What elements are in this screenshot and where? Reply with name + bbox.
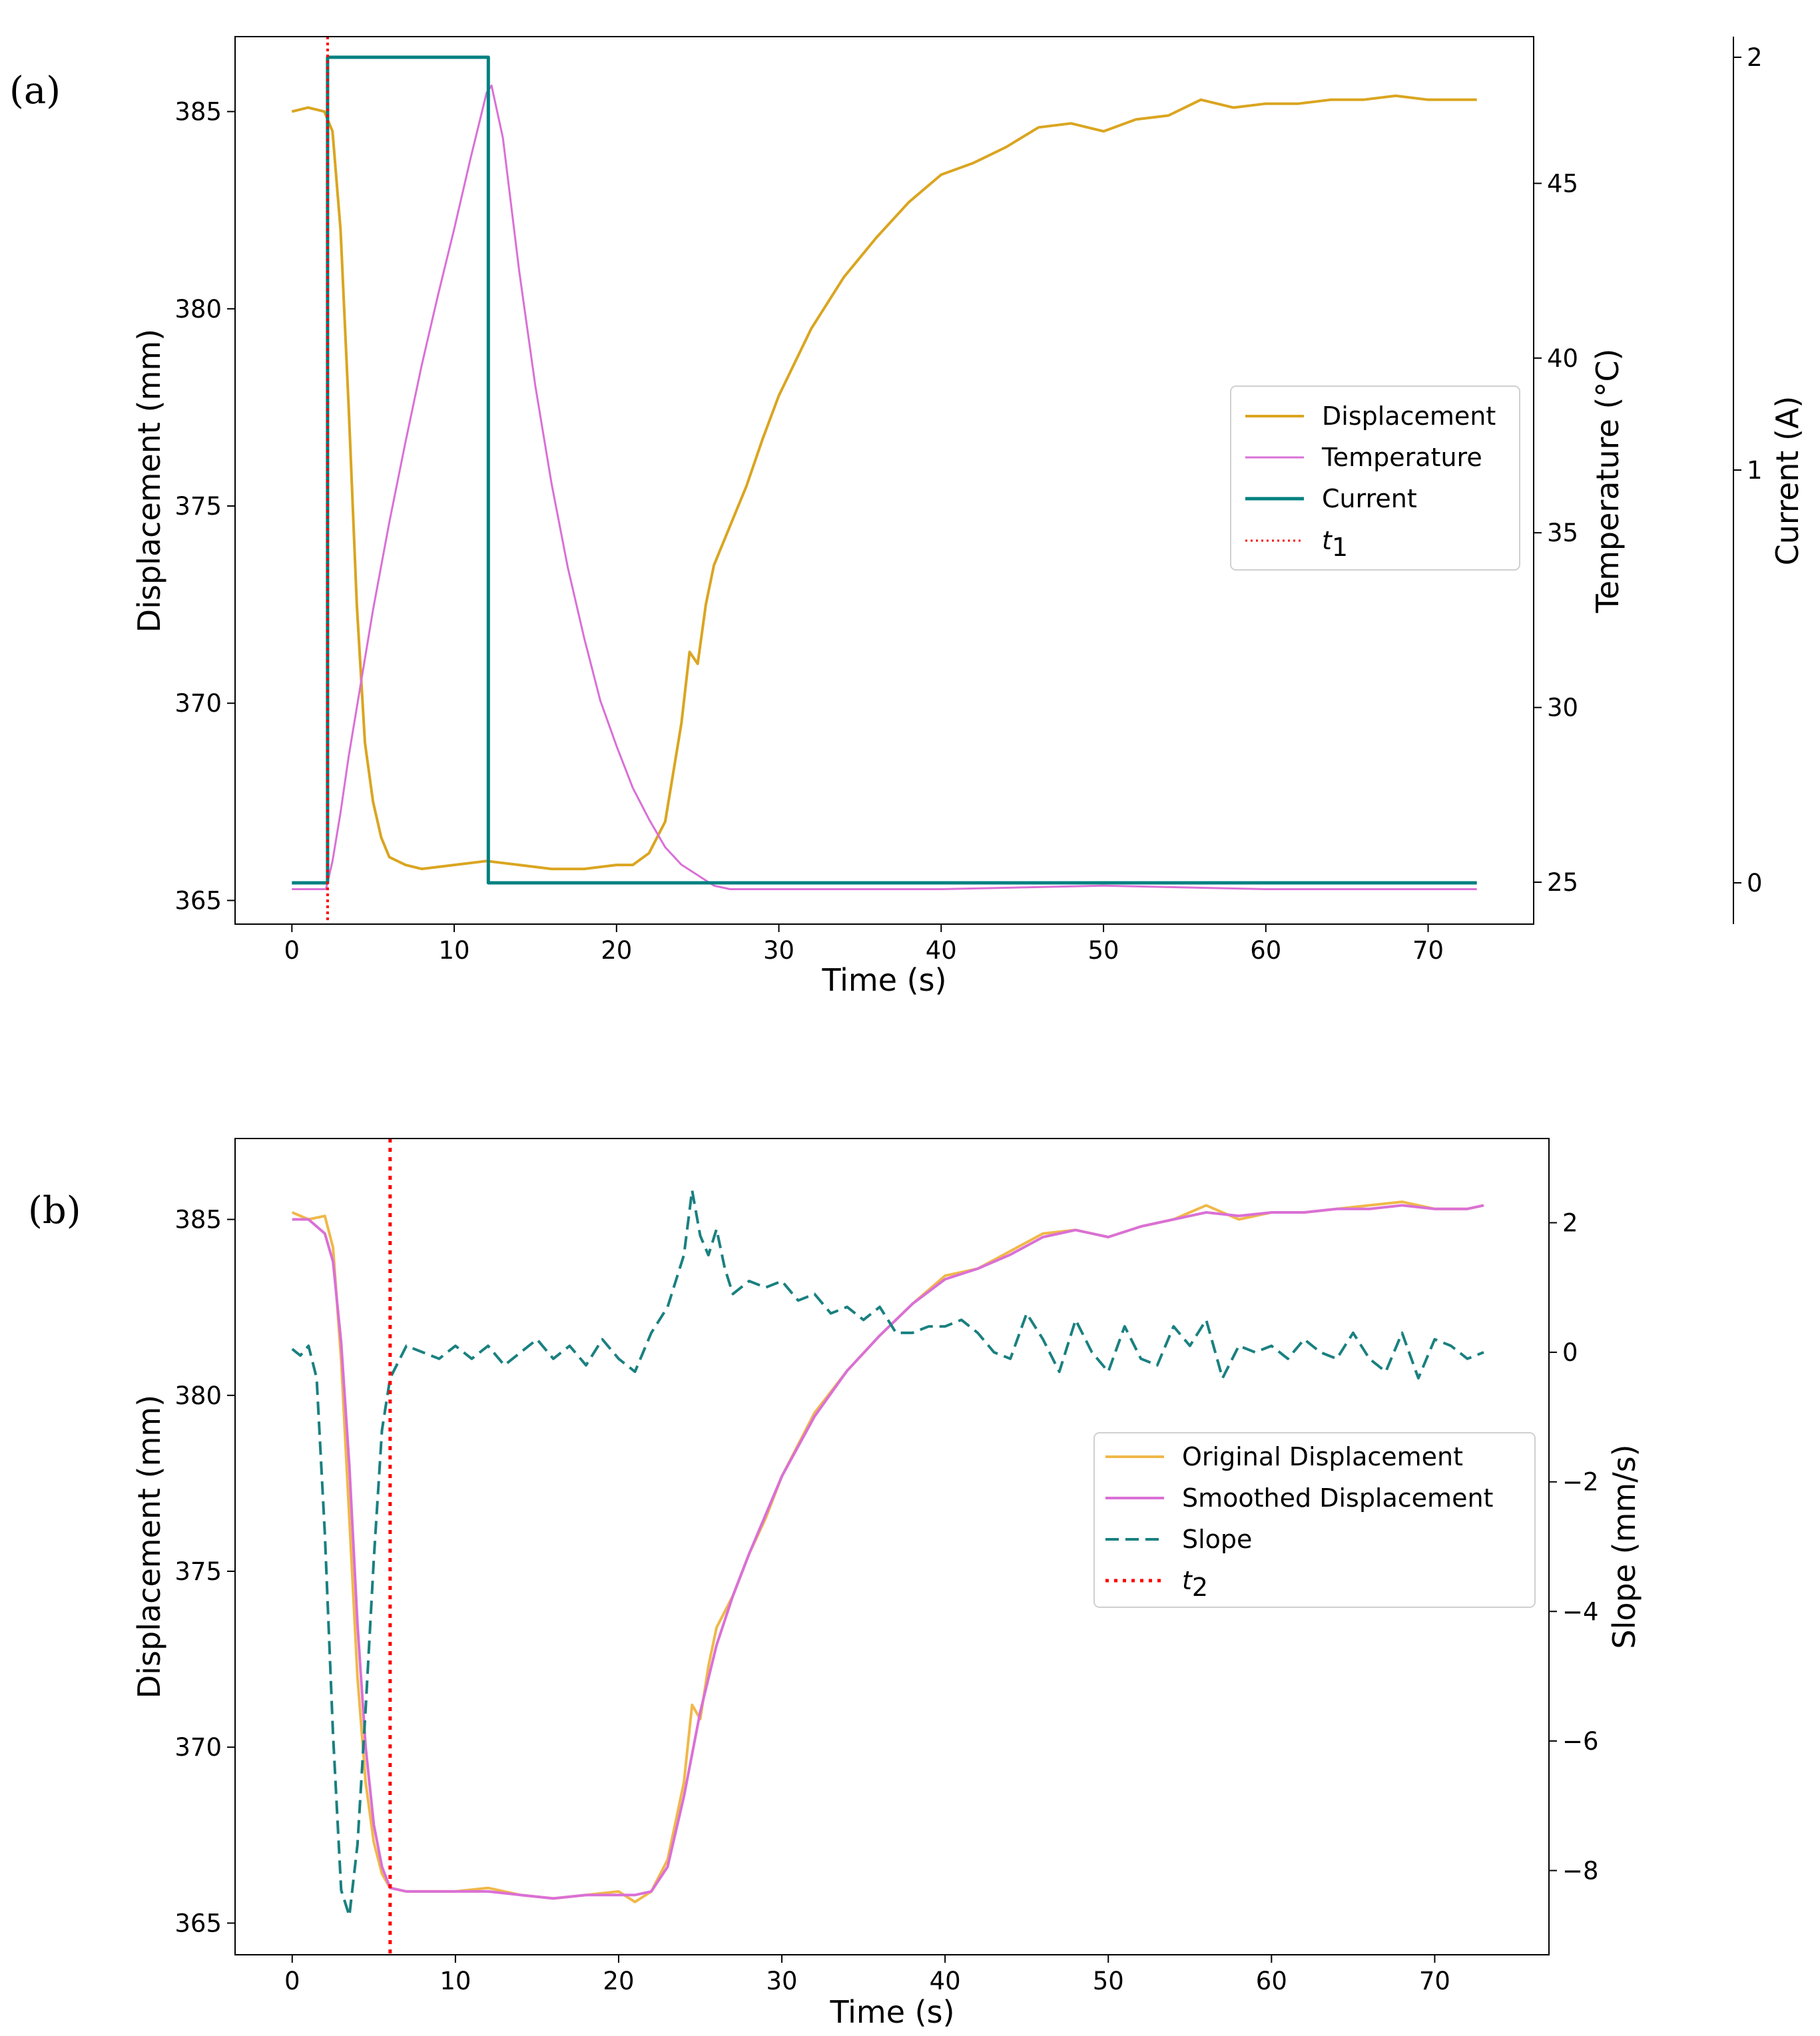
panel-a-x-axis-label: Time (s) xyxy=(821,962,946,998)
panel-b-series-smoothed-displacement xyxy=(292,1204,1484,1900)
panel-a-current-tick-label-0: 0 xyxy=(1747,869,1763,897)
panel-b-xtick-label-60: 60 xyxy=(1256,1967,1287,1995)
panel-b-xtick-label-70: 70 xyxy=(1419,1967,1450,1995)
panel-a-legend-t1-sub: 1 xyxy=(1332,533,1348,562)
panel-a-label: (a) xyxy=(9,69,61,113)
panel-a-current-tick-label-1: 1 xyxy=(1747,456,1763,485)
panel-a-xtick-label-0: 0 xyxy=(284,936,300,965)
panel-a-xtick-label-70: 70 xyxy=(1412,936,1444,965)
panel-a-temperature-tick-label-40: 40 xyxy=(1547,344,1578,373)
panel-b-xtick-label-30: 30 xyxy=(766,1967,798,1995)
panel-b-legend: Original Displacement Smoothed Displacem… xyxy=(1093,1432,1536,1608)
panel-a-temperature-tick-label-35: 35 xyxy=(1547,519,1578,547)
panel-a-temperature-tick-label-25: 25 xyxy=(1547,868,1578,897)
panel-b-plot-frame xyxy=(234,1138,1550,1955)
panel-a-temperature-tick-label-30: 30 xyxy=(1547,694,1578,722)
panel-b-right-tick-label-0: 0 xyxy=(1562,1338,1578,1367)
panel-a-plot-frame xyxy=(234,36,1534,925)
panel-b: (b) 0 10 20 30 40 50 60 70365370375380385−8−6−4… xyxy=(28,1138,1642,2030)
panel-a-xtick-label-30: 30 xyxy=(763,936,794,965)
panel-a-current-tick-label-2: 2 xyxy=(1747,43,1763,72)
panel-b-ticks: 0 10 20 30 40 50 60 70 365 370 375 380 385 −8 −6 −4 −2 0 2 xyxy=(174,1206,1598,1995)
panel-a-y-axis-label: Displacement (mm) xyxy=(131,329,167,633)
panel-b-x-axis-label: Time (s) xyxy=(829,1994,954,2030)
panel-b-legend-t2-sub: 2 xyxy=(1192,1573,1208,1602)
panel-a-temperature-tick-label-45: 45 xyxy=(1547,169,1578,198)
panel-b-series-slope xyxy=(291,1188,1484,1917)
panel-a-temperature-axis-label: Temperature (°C) xyxy=(1590,348,1626,613)
panel-b-label: (b) xyxy=(28,1189,81,1232)
panel-a-series-current xyxy=(292,55,1477,885)
panel-b-legend-label-original: Original Displacement xyxy=(1182,1442,1463,1471)
panel-b-right-tick-label--2: −2 xyxy=(1562,1468,1599,1497)
panel-b-xtick-label-20: 20 xyxy=(603,1967,634,1995)
panel-b-legend-label-t2: t2 xyxy=(1182,1566,1208,1602)
panel-b-y-axis-label: Displacement (mm) xyxy=(131,1395,167,1698)
panel-b-xtick-label-50: 50 xyxy=(1093,1967,1124,1995)
panel-a-legend-box xyxy=(1230,385,1520,571)
panel-a-xtick-label-20: 20 xyxy=(601,936,632,965)
panel-a-ticks: 0 10 20 30 40 50 60 703653703753803852530354045… xyxy=(174,43,1762,965)
panel-a-left-tick-label-365: 365 xyxy=(174,886,222,915)
panel-a-xtick-label-10: 10 xyxy=(439,936,470,965)
panel-a-left-tick-label-385: 385 xyxy=(174,98,222,127)
panel-a-legend: Displacement Temperature Current t1 xyxy=(1230,385,1520,571)
panel-a-legend-t1-base: t xyxy=(1322,526,1333,555)
panel-b-legend-label-slope: Slope xyxy=(1182,1525,1252,1554)
panel-b-xtick-label-40: 40 xyxy=(930,1967,961,1995)
panel-a-plot-lines xyxy=(291,37,1477,924)
panel-a-series-temperature xyxy=(292,85,1477,890)
panel-b-right-tick-label-2: 2 xyxy=(1562,1208,1578,1237)
panel-b-xtick-label-10: 10 xyxy=(440,1967,471,1995)
panel-b-left-tick-label-365: 365 xyxy=(174,1909,222,1937)
panel-a-current-axis-label: Current (A) xyxy=(1769,396,1805,566)
panel-b-right-tick-label--8: −8 xyxy=(1562,1857,1599,1886)
panel-b-left-tick-label-375: 375 xyxy=(174,1557,222,1586)
panel-b-left-tick-label-385: 385 xyxy=(174,1206,222,1234)
panel-b-series-original-displacement xyxy=(292,1200,1484,1904)
panel-b-legend-box xyxy=(1093,1432,1536,1608)
panel-a-legend-label-t1: t1 xyxy=(1322,526,1348,562)
panel-a-left-tick-label-370: 370 xyxy=(174,689,222,718)
panel-a-left-tick-label-380: 380 xyxy=(174,295,222,324)
panel-a-legend-label-displacement: Displacement xyxy=(1322,401,1496,431)
panel-a-series-displacement xyxy=(291,94,1477,871)
panel-a-xtick-label-40: 40 xyxy=(926,936,957,965)
panel-a-legend-label-current: Current xyxy=(1322,484,1417,513)
panel-a-left-tick-label-375: 375 xyxy=(174,492,222,521)
panel-a-xtick-label-60: 60 xyxy=(1250,936,1281,965)
panel-a: (a) 0 10 20 30 40 50 60 70365370375380385253035… xyxy=(9,36,1805,998)
panel-b-left-tick-label-380: 380 xyxy=(174,1382,222,1410)
panel-b-right-tick-label--4: −4 xyxy=(1562,1597,1599,1626)
panel-a-xtick-label-50: 50 xyxy=(1088,936,1119,965)
panel-b-slope-axis-label: Slope (mm/s) xyxy=(1606,1444,1642,1649)
panel-b-xtick-label-0: 0 xyxy=(284,1967,300,1995)
panel-b-right-tick-label--6: −6 xyxy=(1562,1727,1599,1756)
panel-b-plot-lines xyxy=(291,1139,1484,1955)
panel-b-left-tick-label-370: 370 xyxy=(174,1733,222,1762)
panel-a-legend-label-temperature: Temperature xyxy=(1321,443,1482,472)
panel-b-legend-label-smoothed: Smoothed Displacement xyxy=(1182,1483,1493,1513)
panel-b-legend-t2-base: t xyxy=(1182,1566,1193,1595)
